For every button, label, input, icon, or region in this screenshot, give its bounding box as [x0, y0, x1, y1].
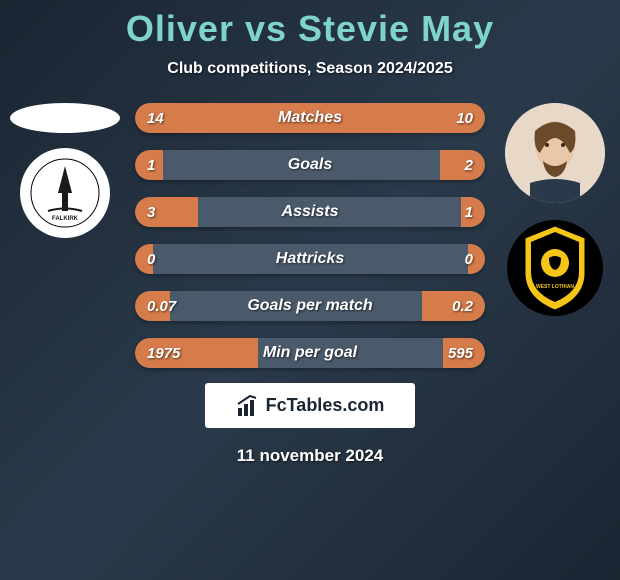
page-title: Oliver vs Stevie May: [126, 8, 494, 50]
stat-value-right: 1: [465, 204, 473, 221]
stat-label: Min per goal: [263, 344, 357, 362]
player-headshot-icon: [505, 103, 605, 203]
stat-fill-left: [135, 197, 198, 227]
subtitle: Club competitions, Season 2024/2025: [167, 60, 452, 78]
main-content: FALKIRK 14 Matches 10 1 Goals 2: [0, 103, 620, 368]
stat-value-left: 1: [147, 157, 155, 174]
stat-value-left: 1975: [147, 345, 180, 362]
player-left-column: FALKIRK: [10, 103, 120, 238]
stat-value-left: 0: [147, 251, 155, 268]
player-right-column: WEST LOTHIAN: [500, 103, 610, 318]
player-right-photo: [505, 103, 605, 203]
stat-value-left: 14: [147, 110, 164, 127]
stat-value-right: 595: [448, 345, 473, 362]
comparison-card: Oliver vs Stevie May Club competitions, …: [0, 0, 620, 580]
club-left-badge: FALKIRK: [20, 148, 110, 238]
stat-fill-right: [440, 150, 486, 180]
stat-row-goals: 1 Goals 2: [135, 150, 485, 180]
svg-text:WEST LOTHIAN: WEST LOTHIAN: [536, 284, 574, 290]
stat-label: Matches: [278, 109, 342, 127]
stat-value-left: 3: [147, 204, 155, 221]
footer-date: 11 november 2024: [237, 446, 383, 466]
livingston-badge-icon: WEST LOTHIAN: [505, 218, 605, 318]
stat-label: Goals: [288, 156, 332, 174]
footer-logo[interactable]: FcTables.com: [205, 383, 415, 428]
stat-row-assists: 3 Assists 1: [135, 197, 485, 227]
player-left-photo: [10, 103, 120, 133]
falkirk-badge-icon: FALKIRK: [30, 158, 100, 228]
stat-value-left: 0.07: [147, 298, 176, 315]
stat-row-hattricks: 0 Hattricks 0: [135, 244, 485, 274]
stat-row-matches: 14 Matches 10: [135, 103, 485, 133]
stats-column: 14 Matches 10 1 Goals 2 3 Assists 1: [130, 103, 490, 368]
stat-label: Assists: [282, 203, 339, 221]
svg-text:FALKIRK: FALKIRK: [52, 216, 79, 222]
stat-value-right: 10: [456, 110, 473, 127]
stat-value-right: 0: [465, 251, 473, 268]
stat-value-right: 2: [465, 157, 473, 174]
stat-row-min-per-goal: 1975 Min per goal 595: [135, 338, 485, 368]
stat-label: Goals per match: [247, 297, 372, 315]
club-right-badge: WEST LOTHIAN: [505, 218, 605, 318]
stat-label: Hattricks: [276, 250, 344, 268]
chart-icon: [236, 394, 260, 418]
footer-logo-text: FcTables.com: [266, 395, 385, 416]
stat-value-right: 0.2: [452, 298, 473, 315]
stat-row-goals-per-match: 0.07 Goals per match 0.2: [135, 291, 485, 321]
